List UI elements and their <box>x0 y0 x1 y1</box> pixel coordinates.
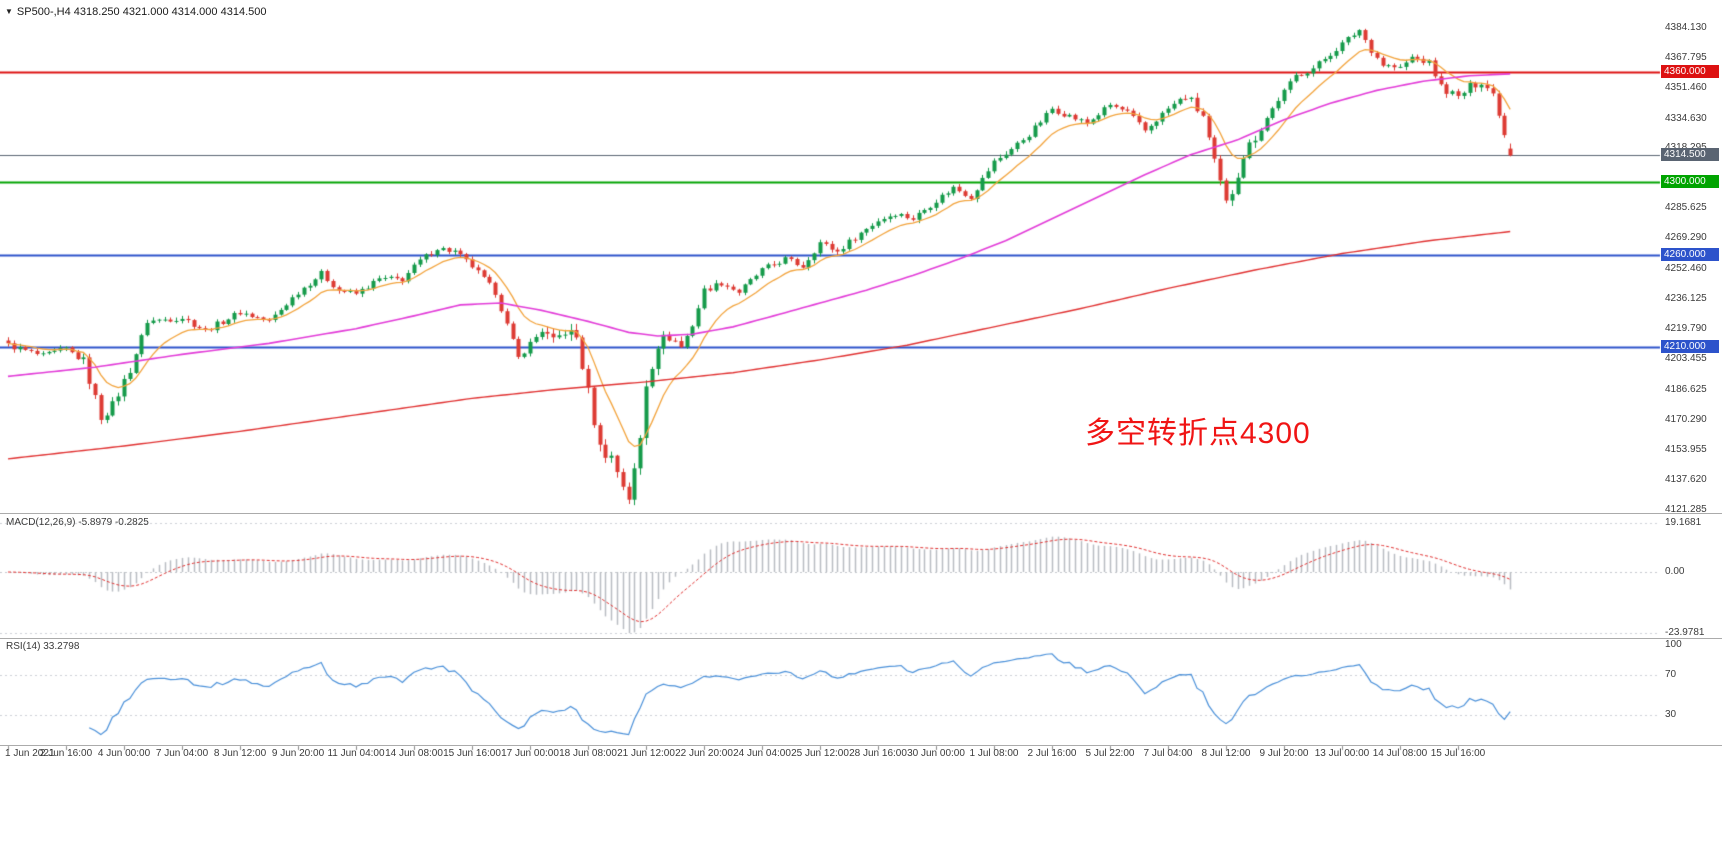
price-axis-label: 4334.630 <box>1665 112 1707 124</box>
time-axis-label: 7 Jun 04:00 <box>155 748 209 759</box>
time-axis-label: 15 Jun 16:00 <box>443 748 501 759</box>
time-axis-label: 11 Jun 04:00 <box>327 748 385 759</box>
price-tag: 4300.000 <box>1661 175 1719 189</box>
price-axis-label: 4121.285 <box>1665 503 1707 515</box>
price-axis-label: 4351.460 <box>1665 81 1707 93</box>
time-axis-label: 22 Jun 20:00 <box>675 748 733 759</box>
macd-axis-label: -23.9781 <box>1665 627 1705 639</box>
time-axis-label: 8 Jul 12:00 <box>1201 748 1251 759</box>
price-axis-label: 4367.795 <box>1665 51 1707 63</box>
time-axis-label: 15 Jul 16:00 <box>1430 748 1486 759</box>
panel-separator[interactable] <box>0 513 1722 514</box>
rsi-axis-label: 70 <box>1665 669 1677 680</box>
rsi-axis-label: 30 <box>1665 709 1677 720</box>
price-tag: 4314.500 <box>1661 148 1719 162</box>
time-axis-label: 28 Jun 16:00 <box>849 748 907 759</box>
time-axis-label: 5 Jul 22:00 <box>1085 748 1135 759</box>
annotation-text: 多空转折点4300 <box>1085 417 1311 450</box>
time-axis-label: 13 Jul 00:00 <box>1314 748 1370 759</box>
dropdown-arrow-icon[interactable]: ▼ <box>5 7 13 16</box>
time-axis-label: 21 Jun 12:00 <box>617 748 675 759</box>
symbol-info: ▼ SP500-,H4 4318.250 4321.000 4314.000 4… <box>5 6 266 18</box>
time-axis-label: 24 Jun 04:00 <box>733 748 791 759</box>
macd-indicator-label: MACD(12,26,9) -5.8979 -0.2825 <box>6 517 149 528</box>
time-axis-label: 17 Jun 00:00 <box>501 748 559 759</box>
time-axis-label: 7 Jul 04:00 <box>1143 748 1193 759</box>
time-axis-label: 1 Jun 2021 <box>5 748 55 759</box>
price-tag: 4260.000 <box>1661 248 1719 262</box>
panel-separator[interactable] <box>0 745 1722 746</box>
time-axis-label: 18 Jun 08:00 <box>559 748 617 759</box>
panel-separator[interactable] <box>0 638 1722 639</box>
price-axis-label: 4384.130 <box>1665 21 1707 33</box>
price-tag: 4360.000 <box>1661 65 1719 79</box>
price-axis-label: 4252.460 <box>1665 263 1707 275</box>
price-axis-label: 4269.290 <box>1665 232 1707 244</box>
time-axis-label: 4 Jun 00:00 <box>97 748 151 759</box>
time-axis-label: 2 Jul 16:00 <box>1027 748 1077 759</box>
price-axis-label: 4219.790 <box>1665 323 1707 335</box>
time-axis-label: 14 Jul 08:00 <box>1372 748 1428 759</box>
price-axis-label: 4203.455 <box>1665 353 1707 365</box>
price-axis-label: 4137.620 <box>1665 473 1707 485</box>
rsi-indicator-label: RSI(14) 33.2798 <box>6 641 80 652</box>
price-tag: 4210.000 <box>1661 340 1719 354</box>
time-axis-label: 30 Jun 00:00 <box>907 748 965 759</box>
time-axis-label: 14 Jun 08:00 <box>385 748 443 759</box>
price-axis[interactable]: 4384.130 4367.795 4351.460 4334.630 4318.295… <box>1660 0 1722 841</box>
macd-axis-label: 19.1681 <box>1665 517 1702 529</box>
time-axis-label: 9 Jun 20:00 <box>271 748 325 759</box>
time-axis-label: 9 Jul 20:00 <box>1259 748 1309 759</box>
time-axis-label: 2 Jun 16:00 <box>39 748 93 759</box>
price-axis-label: 4236.125 <box>1665 293 1707 305</box>
price-axis-label: 4285.625 <box>1665 202 1707 214</box>
symbol-ohlc-text: SP500-,H4 4318.250 4321.000 4314.000 431… <box>16 6 267 18</box>
rsi-axis-label: 100 <box>1665 639 1682 650</box>
price-axis-label: 4153.955 <box>1665 443 1707 455</box>
price-axis-label: 4170.290 <box>1665 413 1707 425</box>
time-axis-label: 8 Jun 12:00 <box>213 748 267 759</box>
time-axis-label: 1 Jul 08:00 <box>969 748 1019 759</box>
time-axis-label: 25 Jun 12:00 <box>791 748 849 759</box>
macd-axis-label: 0.00 <box>1665 566 1685 577</box>
time-axis[interactable]: 1 Jun 2021 2 Jun 16:00 4 Jun 00:00 7 Jun 04… <box>0 745 1722 767</box>
price-axis-label: 4186.625 <box>1665 383 1707 395</box>
price-axis-label: 4318.295 <box>1665 142 1707 153</box>
